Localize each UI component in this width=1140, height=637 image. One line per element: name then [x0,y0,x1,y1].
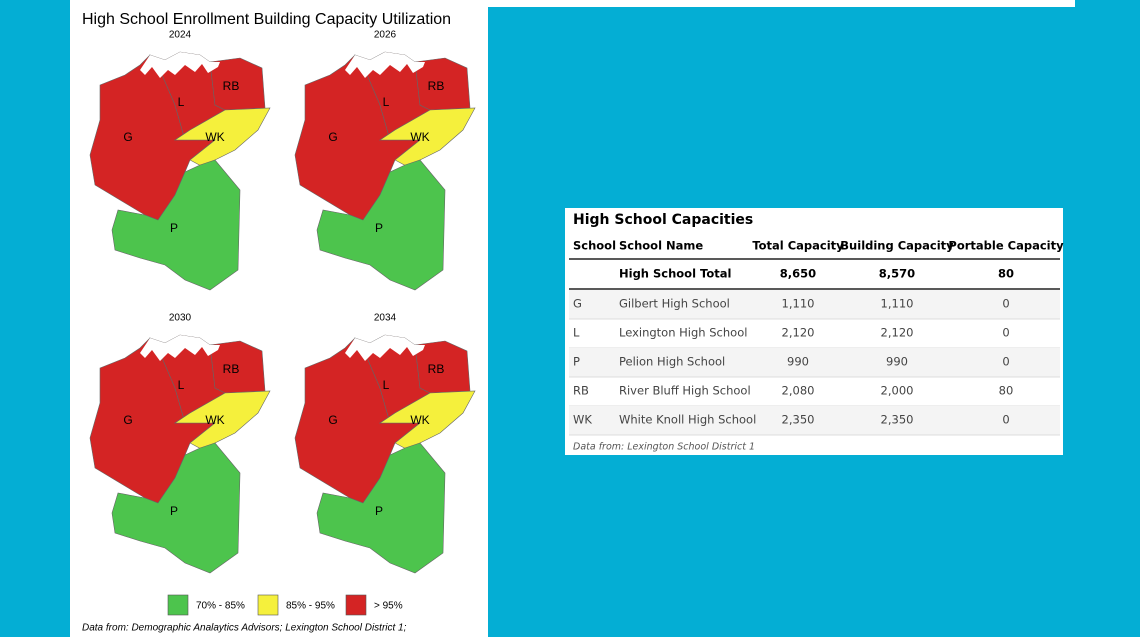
table-cell: G [573,297,582,311]
legend-swatch [167,594,189,616]
table-cell: 1,110 [782,297,815,311]
table-cell: 2,350 [881,413,914,427]
legend-label: 70% - 85% [196,601,245,612]
region-label: G [123,130,132,144]
region [89,54,216,221]
region [111,442,241,574]
region [111,159,241,291]
table-cell: 0 [1002,297,1009,311]
table-header: School [573,239,616,253]
region-label: L [178,378,185,392]
table-title: High School Capacities [573,212,753,228]
table-cell: 2,080 [782,384,815,398]
row-stripe [569,290,1060,319]
region [379,107,476,169]
row-stripe [569,406,1060,435]
region-label: G [328,130,337,144]
table-cell: River Bluff High School [619,384,751,398]
legend-swatch [257,594,279,616]
region-label: P [375,221,383,235]
table-cell: 0 [1002,355,1009,369]
map: 2034 G L RB WK P [294,313,476,574]
map-title: High School Enrollment Building Capacity… [82,11,451,28]
region [294,54,421,221]
total-cell: 8,650 [780,267,816,281]
table-cell: 2,120 [881,326,914,340]
map-year: 2026 [374,30,397,41]
map: 2030 G L RB WK P [89,313,271,574]
region [89,337,216,504]
table-cell: Gilbert High School [619,297,730,311]
table: School School Name Total CapacityBuilding … [569,239,1064,436]
table-cell: 990 [886,355,908,369]
total-cell: 80 [998,267,1014,281]
region-label: RB [223,362,240,376]
region-label: WK [410,130,429,144]
top-strip [488,0,1075,7]
table-header: School Name [619,239,703,253]
legend-label: > 95% [374,601,403,612]
region [174,390,271,452]
region [316,442,446,574]
region-label: L [178,95,185,109]
map-year: 2030 [169,313,192,324]
region [379,390,476,452]
legend-label: 85% - 95% [286,601,335,612]
maps: 2024 G L RB WK P 2026 G L RB WK P 2030 G L RB WK P 2034 G L R… [89,30,476,574]
region-label: G [123,413,132,427]
region-label: P [170,221,178,235]
table-cell: P [573,355,580,369]
region-label: P [375,504,383,518]
total-cell: 8,570 [879,267,915,281]
region-label: WK [205,130,224,144]
region-label: P [170,504,178,518]
legend: 70% - 85% 85% - 95% > 95% [167,594,403,616]
table-cell: WK [573,413,592,427]
table-footnote: Data from: Lexington School District 1 [573,442,755,453]
table-cell: White Knoll High School [619,413,756,427]
table-cell: 1,110 [881,297,914,311]
table-cell: 2,000 [881,384,914,398]
table-header: Building Capacity [840,239,954,253]
table-header: Portable Capacity [948,239,1064,253]
region [294,337,421,504]
region-label: G [328,413,337,427]
map: 2024 G L RB WK P [89,30,271,291]
river-edge [345,335,425,361]
river-edge [140,335,220,361]
region-label: RB [428,362,445,376]
table-cell: Pelion High School [619,355,725,369]
region [174,107,271,169]
region-label: L [383,95,390,109]
table-cell: Lexington High School [619,326,747,340]
table-cell: 2,120 [782,326,815,340]
map-year: 2034 [374,313,397,324]
table-cell: 80 [999,384,1014,398]
table-cell: 2,350 [782,413,815,427]
region [316,159,446,291]
region-label: WK [410,413,429,427]
region-label: WK [205,413,224,427]
table-header: Total Capacity [752,239,844,253]
region-label: L [383,378,390,392]
map-year: 2024 [169,30,192,41]
table-cell: 0 [1002,413,1009,427]
row-stripe [569,348,1060,377]
map: 2026 G L RB WK P [294,30,476,291]
total-cell: High School Total [619,267,731,281]
river-edge [345,52,425,78]
table-cell: 0 [1002,326,1009,340]
river-edge [140,52,220,78]
table-cell: L [573,326,580,340]
region-label: RB [428,79,445,93]
legend-swatch [345,594,367,616]
table-cell: RB [573,384,589,398]
table-cell: 990 [787,355,809,369]
map-source: Data from: Demographic Analaytics Adviso… [82,623,407,634]
region-label: RB [223,79,240,93]
